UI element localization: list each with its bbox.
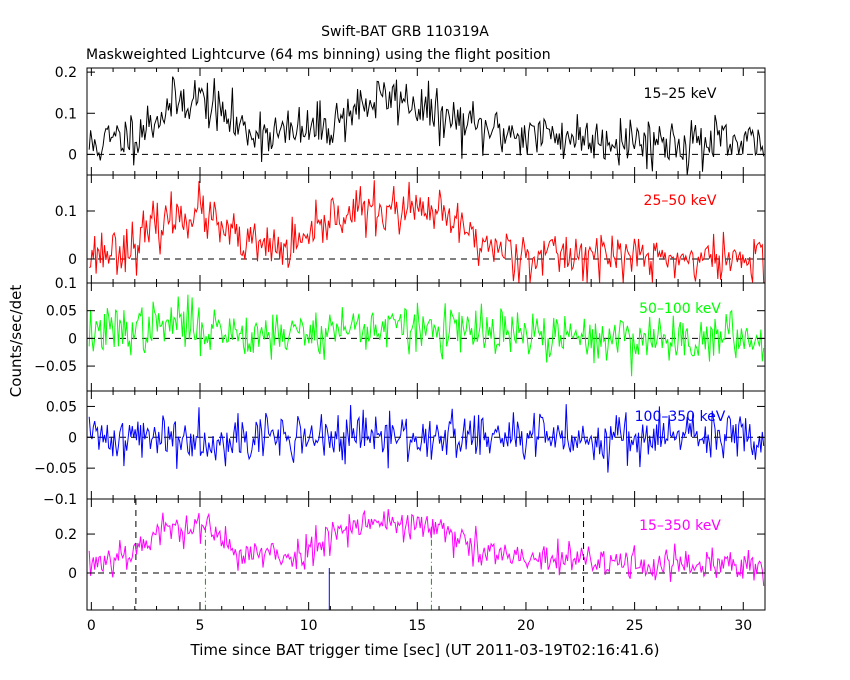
energy-band-label: 25–50 keV [644, 193, 717, 209]
energy-band-label: 15–350 keV [639, 518, 721, 534]
series-15-25-kev [88, 76, 765, 176]
panel-1: 15–25 keV 0 0.1 0.2 [55, 65, 766, 176]
figure-subtitle: Maskweighted Lightcurve (64 ms binning) … [86, 47, 551, 63]
panel-2: 25–50 keV 0 0.1 [55, 174, 766, 284]
x-axis-label: Time since BAT trigger time [sec] (UT 20… [190, 641, 660, 659]
x-tick-label: 15 [408, 618, 426, 634]
y-tick-label: 0 [68, 252, 77, 268]
panel-frame [86, 67, 766, 176]
panel-frame [86, 498, 766, 611]
y-tick-label: 0.05 [46, 399, 77, 415]
y-tick-label: 0.1 [55, 106, 77, 122]
y-tick-label: 0.2 [55, 527, 77, 543]
y-tick-label: 0 [68, 331, 77, 347]
y-tick-label: 0 [68, 430, 77, 446]
y-tick-label: 0 [68, 566, 77, 582]
panel-4: 100–350 keV −0.1 −0.05 0 0.05 [34, 390, 766, 508]
x-tick-label: 0 [87, 618, 96, 634]
panel-frame [86, 390, 766, 500]
x-tick-label: 5 [196, 618, 205, 634]
panel-3: 50–100 keV −0.05 0 0.05 0.1 [34, 276, 766, 392]
y-tick-label: −0.05 [34, 461, 77, 477]
energy-band-label: 100–350 keV [635, 409, 726, 425]
x-tick-label: 10 [300, 618, 318, 634]
y-tick-label: 0.1 [55, 276, 77, 292]
panel-stack: 15–25 keV 0 0.1 0.2 25–50 keV 0 0.1 50–100 keV −… [34, 65, 766, 634]
y-tick-label: −0.05 [34, 359, 77, 375]
energy-band-label: 15–25 keV [644, 86, 717, 102]
series-100-350-kev [88, 404, 765, 473]
series-15-350-kev [88, 509, 765, 586]
y-tick-label: 0.05 [46, 304, 77, 320]
x-tick-label: 25 [626, 618, 644, 634]
y-tick-label: 0.2 [55, 65, 77, 81]
series-25-50-kev [89, 180, 765, 284]
y-tick-label: 0.1 [55, 204, 77, 220]
x-tick-label: 20 [517, 618, 535, 634]
figure-title: Swift-BAT GRB 110319A [321, 24, 489, 40]
series-50-100-kev [88, 294, 765, 377]
energy-band-label: 50–100 keV [639, 301, 721, 317]
y-tick-label: 0 [68, 147, 77, 163]
panel-5: 15–350 keV 0 0.2 0 5 10 15 20 25 30 [55, 498, 766, 634]
y-axis-label: Counts/sec/det [7, 285, 25, 398]
x-tick-label: 30 [734, 618, 752, 634]
y-tick-label: −0.1 [43, 492, 77, 508]
